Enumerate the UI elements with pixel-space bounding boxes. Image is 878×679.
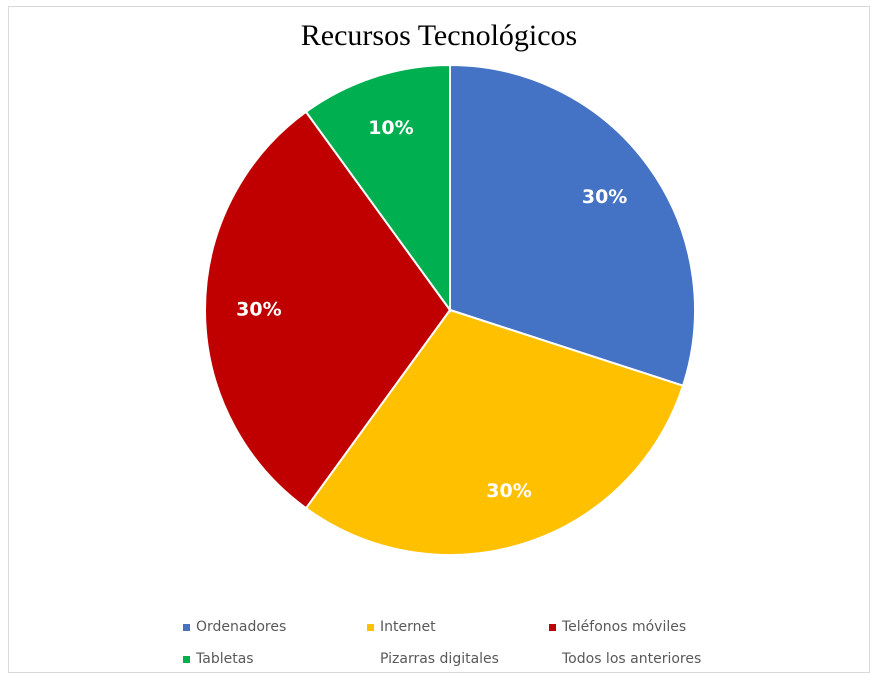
- data-label-tabletas: 10%: [368, 117, 413, 139]
- pie-slice-ordenadores: [449, 63, 696, 387]
- pie-slice-internet: [304, 308, 685, 556]
- pie-slice-telefonos-moviles: [204, 110, 452, 510]
- chart-title: Recursos Tecnológicos: [300, 19, 578, 52]
- data-label-ordenadores: 30%: [582, 186, 627, 208]
- data-label-telefonos-moviles: 30%: [236, 299, 281, 321]
- pie-slice-tabletas: [304, 63, 451, 314]
- data-label-internet: 30%: [486, 480, 531, 502]
